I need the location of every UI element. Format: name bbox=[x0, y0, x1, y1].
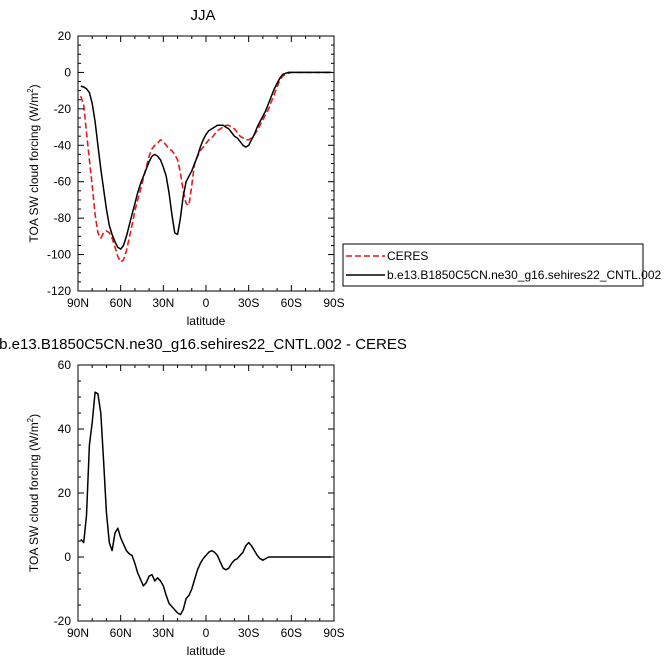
chart-1-title: JJA bbox=[190, 7, 215, 24]
chart-1-x-tick-label: 90S bbox=[323, 296, 344, 310]
chart-1-y-tick-label: -80 bbox=[54, 211, 72, 225]
chart-1-y-axis-label: TOA SW cloud forcing (W/m2) bbox=[26, 84, 41, 242]
chart-2-y-axis-label: TOA SW cloud forcing (W/m2) bbox=[26, 414, 41, 572]
chart-1-x-tick-label: 0 bbox=[203, 296, 210, 310]
chart-1-y-tick-label: -100 bbox=[47, 248, 71, 262]
chart-2-y-tick-label: 20 bbox=[58, 486, 72, 500]
chart-2-x-tick-label: 60N bbox=[110, 626, 132, 640]
chart-1-x-tick-label: 30S bbox=[238, 296, 259, 310]
chart-2-x-tick-label: 30S bbox=[238, 626, 259, 640]
chart-1-y-tick-label: 0 bbox=[64, 65, 71, 79]
chart-2-x-tick-label: 60S bbox=[281, 626, 302, 640]
chart-2-frame bbox=[77, 364, 335, 622]
chart-1: 90N 60N 30N 0 30S 60S 90S -120 -100 -80 -60 -40 -20 0… bbox=[26, 29, 662, 328]
chart-1-y-tick-label: -40 bbox=[54, 138, 72, 152]
legend-entry-label: b.e13.B1850C5CN.ne30_g16.sehires22_CNTL.… bbox=[387, 268, 662, 282]
chart-1-y-tick-label: -60 bbox=[54, 175, 72, 189]
chart-2-x-tick-label: 90S bbox=[323, 626, 344, 640]
chart-2-x-tick-label: 90N bbox=[67, 626, 89, 640]
chart-2-x-tick-label: 0 bbox=[203, 626, 210, 640]
chart-1-x-tick-label: 60S bbox=[281, 296, 302, 310]
chart-1-legend: CERES b.e13.B1850C5CN.ne30_g16.sehires22_… bbox=[342, 243, 662, 287]
chart-1-series-b-e13-b1850c5cn-ne30-g16 bbox=[80, 71, 332, 250]
chart-2: 90N 60N 30N 0 30S 60S 90S -20 0 20 40 60 latitude TOA… bbox=[26, 358, 345, 658]
chart-1-y-tick-label: -120 bbox=[47, 284, 71, 298]
chart-2-y-tick-label: 60 bbox=[58, 358, 72, 372]
chart-1-x-axis-label: latitude bbox=[187, 314, 226, 328]
chart-1-frame bbox=[77, 35, 335, 292]
chart-1-x-tick-label: 60N bbox=[110, 296, 132, 310]
chart-1-x-tick-label: 30N bbox=[152, 296, 174, 310]
chart-2-y-tick-label: -20 bbox=[54, 614, 72, 628]
chart-1-series-ceres bbox=[80, 71, 332, 263]
chart-2-y-tick-label: 40 bbox=[58, 422, 72, 436]
chart-2-x-tick-label: 30N bbox=[152, 626, 174, 640]
chart-1-y-tick-label: -20 bbox=[54, 102, 72, 116]
chart-1-x-tick-label: 90N bbox=[67, 296, 89, 310]
chart-1-y-tick-label: 20 bbox=[58, 29, 72, 43]
legend-box bbox=[342, 243, 644, 287]
chart-2-series-line bbox=[80, 391, 332, 616]
legend-entry-label: CERES bbox=[387, 249, 428, 263]
chart-2-title: b.e13.B1850C5CN.ne30_g16.sehires22_CNTL.… bbox=[0, 336, 407, 353]
chart-2-y-tick-label: 0 bbox=[64, 550, 71, 564]
chart-2-x-axis-label: latitude bbox=[187, 644, 226, 658]
